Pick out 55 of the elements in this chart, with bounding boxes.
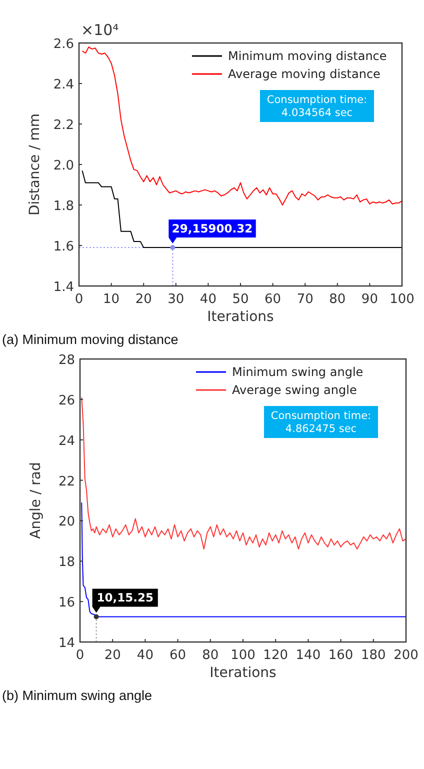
y-tick-label: 1.8 [53, 199, 74, 214]
x-tick-label: 160 [328, 648, 354, 663]
y-tick-label: 1.6 [53, 240, 74, 254]
x-tick-label: 20 [104, 648, 121, 663]
y-tick-label: 24 [58, 434, 75, 449]
y-tick-label: 18 [58, 555, 75, 570]
x-tick-label: 100 [390, 292, 414, 307]
x-tick-label: 180 [360, 648, 386, 663]
annotation: 29,15900.32 [172, 222, 253, 236]
x-axis-title: Iterations [207, 309, 274, 325]
x-axis-title: Iterations [210, 665, 276, 681]
y-tick-label: 2.6 [53, 37, 74, 52]
y-tick-label: 20 [58, 514, 75, 530]
x-tick-label: 60 [170, 648, 186, 663]
y-axis-title: Distance / mm [27, 113, 43, 216]
y-tick-label: 2.2 [53, 118, 74, 133]
x-tick-label: 30 [168, 292, 184, 307]
line-series [82, 170, 402, 248]
x-tick-label: 100 [230, 648, 256, 663]
y-tick-label: 14 [58, 636, 75, 651]
y-tick-label: 22 [58, 474, 75, 490]
y-tick-label: 26 [58, 393, 75, 408]
x-tick-label: 80 [202, 648, 219, 663]
x-tick-label: 40 [136, 648, 154, 663]
y-tick-label: 16 [58, 596, 75, 611]
legend-label: Minimum moving distance [228, 49, 387, 63]
text: (a) Minimum moving distance [2, 332, 178, 347]
legend-label: Average swing angle [232, 383, 357, 397]
y-tick-label: 2.0 [53, 158, 74, 174]
text: ×10⁴ [81, 21, 119, 39]
y-axis-title: Angle / rad [28, 462, 44, 539]
legend-label: Average moving distance [228, 67, 380, 81]
text: (b) Minimum swing angle [2, 688, 152, 703]
x-tick-label: 80 [329, 292, 346, 307]
x-tick-label: 0 [74, 292, 84, 307]
x-tick-label: 50 [232, 292, 249, 307]
x-tick-label: 70 [296, 292, 314, 307]
annotation: 10,15.25 [96, 590, 154, 605]
y-tick-label: 2.4 [53, 78, 74, 92]
x-tick-label: 40 [200, 292, 216, 307]
x-tick-label: 10 [103, 292, 120, 307]
y-tick-label: 1.4 [53, 280, 74, 295]
x-tick-label: 120 [263, 648, 288, 663]
y-tick-label: 28 [58, 353, 75, 368]
annotation: Consumption time: 4.862475 sec [270, 410, 372, 435]
x-tick-label: 20 [135, 292, 152, 307]
line-series [82, 46, 402, 206]
x-tick-label: 60 [264, 292, 282, 307]
legend-label: Minimum swing angle [232, 365, 364, 379]
x-tick-label: 0 [76, 648, 84, 663]
line-series [81, 396, 406, 550]
x-tick-label: 200 [394, 648, 418, 663]
annotation: Consumption time: 4.034564 sec [266, 94, 368, 119]
x-tick-label: 90 [361, 292, 378, 307]
x-tick-label: 140 [296, 648, 321, 663]
